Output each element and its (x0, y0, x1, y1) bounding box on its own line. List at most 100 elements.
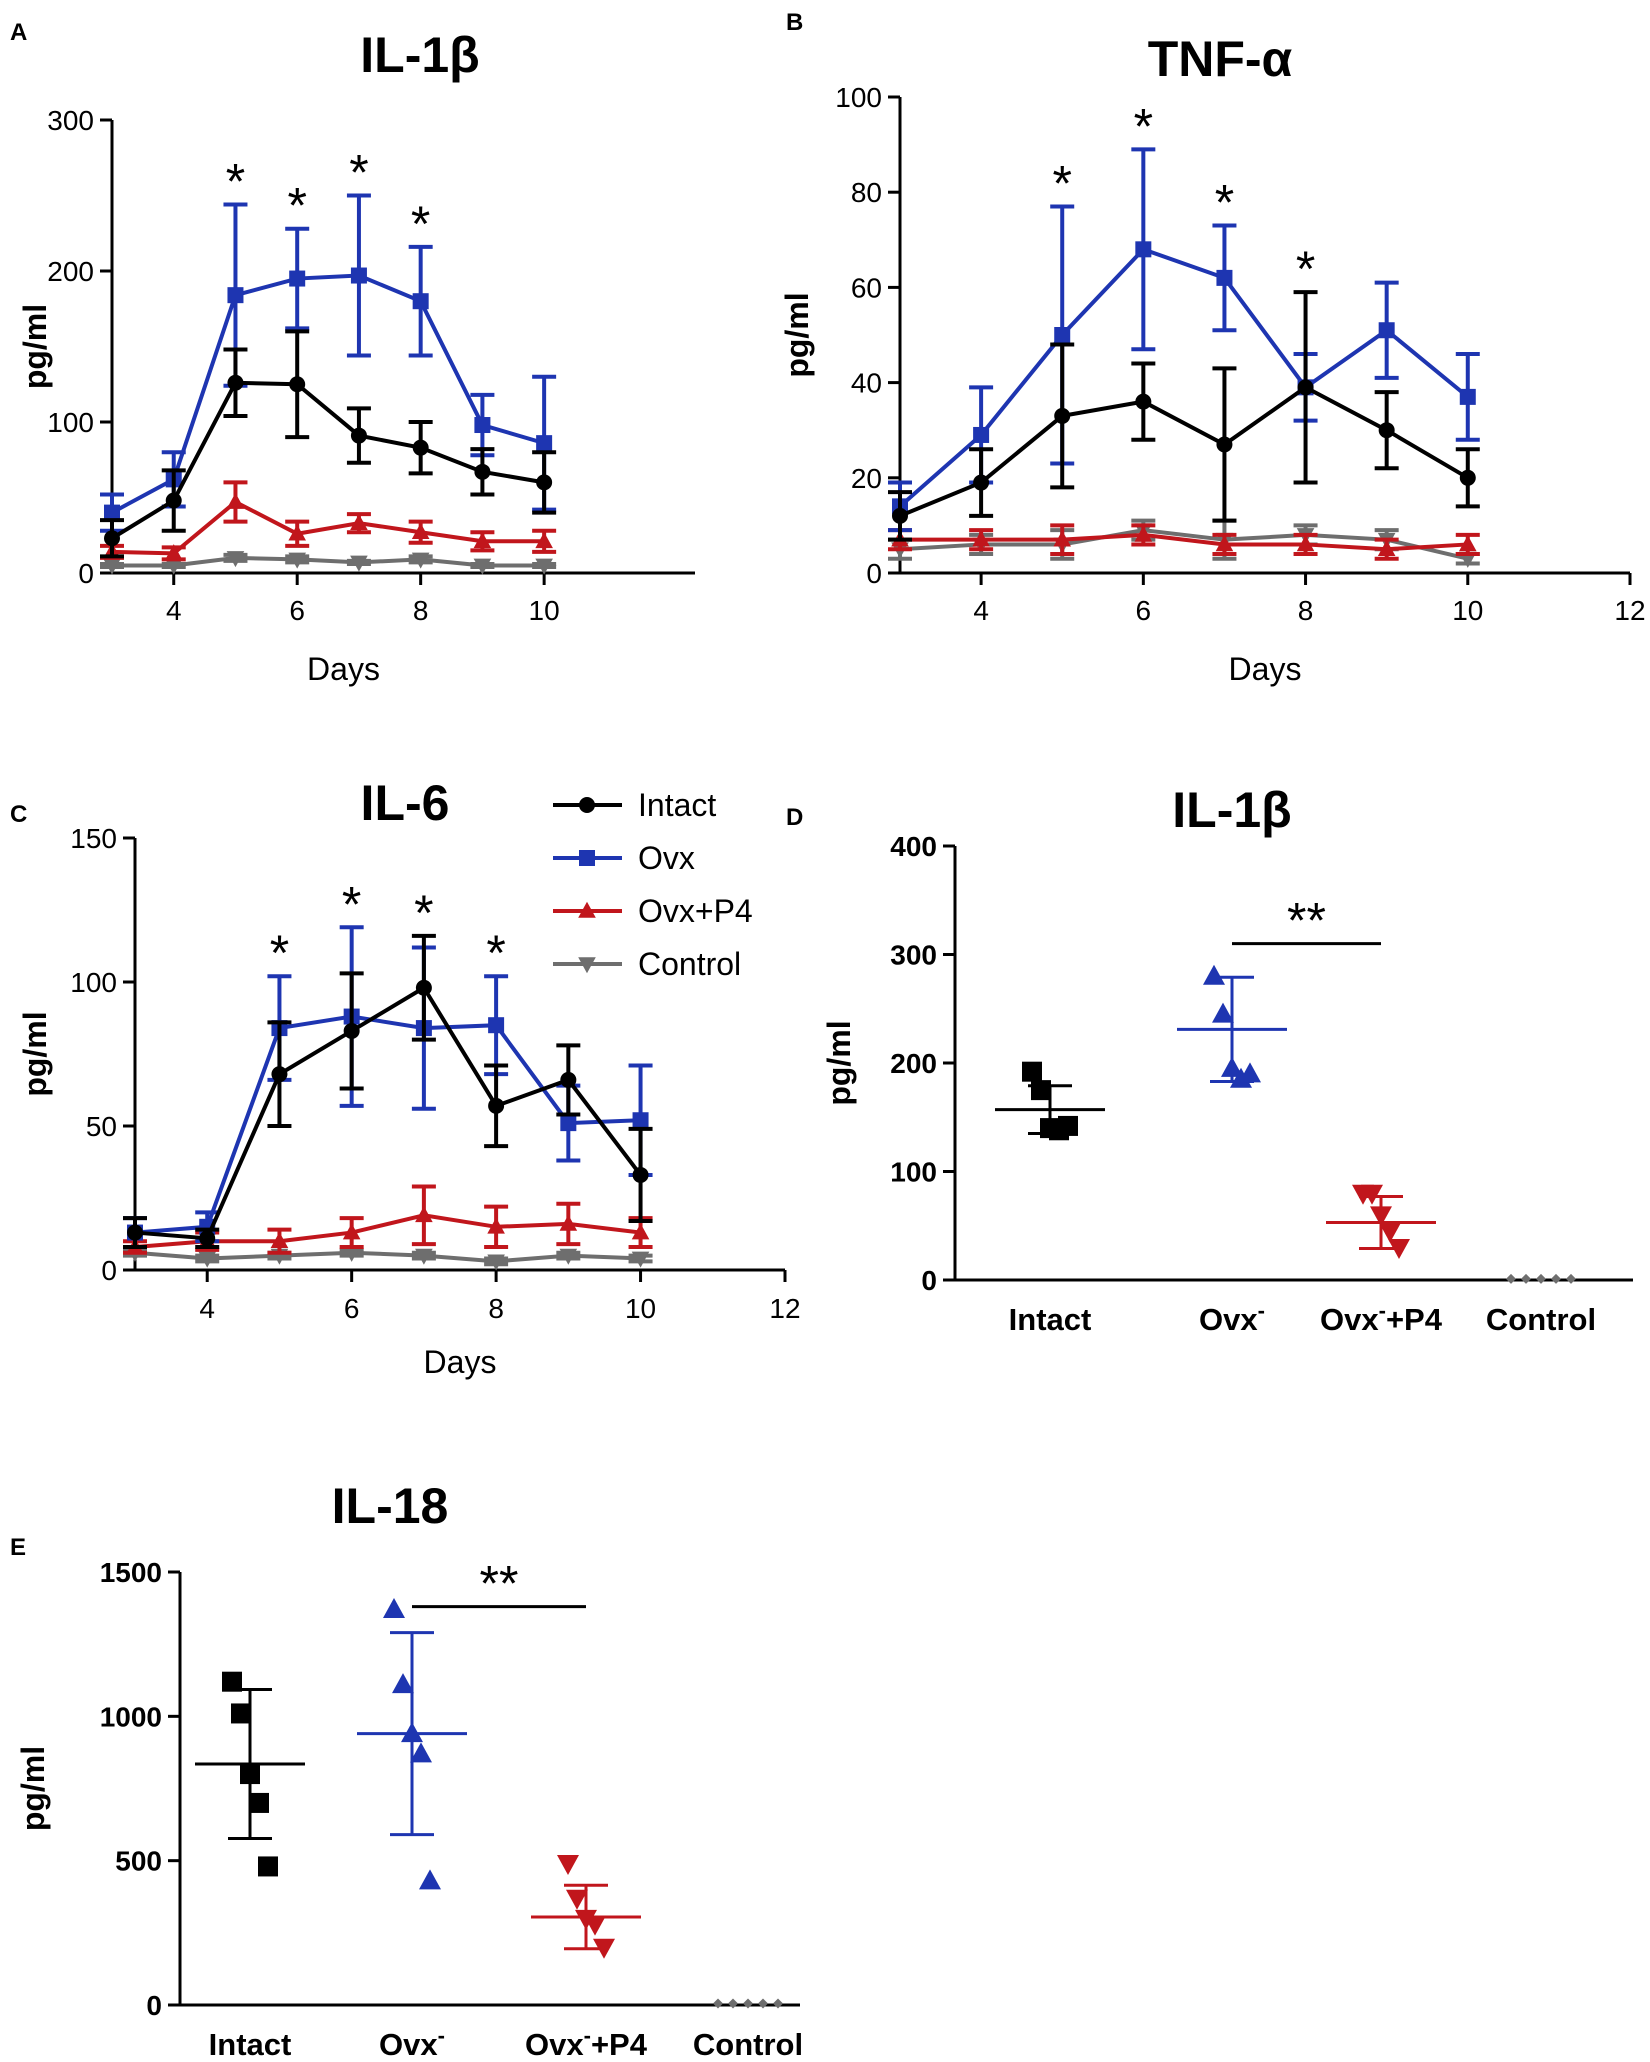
data-point-intact (1378, 422, 1395, 439)
data-point (222, 1671, 242, 1692)
data-point-control (350, 555, 368, 572)
y-tick-label: 150 (70, 823, 117, 854)
data-point-ovx (1054, 327, 1071, 343)
data-point-ovx-p4 (1053, 530, 1072, 547)
y-axis-label: pg/ml (15, 1746, 51, 1831)
data-point-ovx (536, 435, 553, 452)
x-category-label: Control (693, 2027, 803, 2062)
y-axis-label: pg/ml (821, 1020, 857, 1105)
x-tick-label: 12 (769, 1293, 800, 1324)
y-tick-label: 20 (851, 463, 882, 494)
data-point-intact (127, 1224, 143, 1241)
y-tick-label: 100 (835, 82, 882, 113)
data-point-intact (1459, 469, 1476, 486)
category-label-text: Ovx (1199, 1302, 1258, 1337)
data-point (1536, 1273, 1546, 1284)
data-point (713, 1998, 723, 2009)
data-point (249, 1792, 269, 1813)
x-tick-label: 4 (166, 595, 182, 626)
legend-item-control: Control (553, 946, 741, 982)
x-tick-label: 10 (529, 595, 560, 626)
group-ovx-p4 (531, 1855, 641, 1959)
data-point (1212, 1002, 1234, 1023)
significance-star: * (414, 885, 433, 941)
x-axis-label: Days (424, 1344, 497, 1380)
data-point (1506, 1273, 1516, 1284)
data-point (240, 1764, 260, 1785)
data-point-ovx (632, 1112, 649, 1129)
data-point-control (473, 558, 492, 575)
significance-stars: ** (1287, 893, 1326, 949)
x-tick-label: 12 (1614, 595, 1645, 626)
legend-marker (578, 957, 596, 974)
data-point (383, 1598, 405, 1619)
data-point-ovx (1378, 322, 1395, 339)
data-point-ovx-p4 (1134, 525, 1153, 542)
chart-title: IL-1β (360, 27, 479, 83)
data-point-intact (560, 1071, 577, 1088)
data-point-ovx-p4 (226, 492, 245, 509)
x-tick-label: 10 (625, 1293, 656, 1324)
data-point (773, 1998, 783, 2009)
x-tick-label: 8 (1298, 595, 1314, 626)
data-point (728, 1998, 738, 2009)
data-point-control (164, 558, 183, 575)
panel-letter: D (786, 804, 803, 831)
data-point-intact (1135, 393, 1152, 410)
data-point (1388, 1238, 1410, 1259)
data-point-intact (1216, 436, 1233, 453)
category-label-superscript: - (1258, 1298, 1265, 1323)
legend-label: Intact (638, 787, 716, 823)
group-control (713, 1998, 783, 2009)
category-label-text: Ovx (525, 2027, 584, 2062)
data-point-intact (474, 463, 491, 480)
category-label-text: Intact (1009, 1302, 1092, 1337)
x-axis-label: Days (307, 651, 380, 687)
y-tick-label: 0 (78, 558, 94, 589)
data-point-intact (536, 474, 553, 491)
data-point-ovx (104, 504, 120, 521)
y-tick-label: 200 (47, 256, 94, 287)
legend-label: Ovx (638, 840, 695, 876)
y-axis-label: pg/ml (17, 304, 53, 389)
data-point (1239, 1062, 1261, 1083)
y-axis-label: pg/ml (17, 1011, 53, 1096)
data-point-intact (350, 427, 367, 444)
data-point (401, 1722, 423, 1743)
x-axis-label: Days (1229, 651, 1302, 687)
data-point (1521, 1273, 1531, 1284)
y-tick-label: 0 (866, 558, 882, 589)
series-ovx (100, 193, 557, 533)
series-line-ovx-p4 (111, 499, 545, 556)
data-point (419, 1869, 441, 1890)
x-tick-label: 6 (289, 595, 305, 626)
data-point-ovx (1216, 269, 1233, 286)
series-intact (888, 290, 1480, 542)
x-tick-label: 4 (973, 595, 989, 626)
data-point-ovx (474, 417, 491, 434)
x-category-label: Ovx-+P4 (1320, 1298, 1443, 1337)
data-point (593, 1938, 615, 1959)
legend-label: Ovx+P4 (638, 893, 753, 929)
data-point (410, 1742, 432, 1763)
series-line-ovx (111, 273, 545, 515)
group-intact (195, 1671, 305, 1877)
data-point-ovx-p4 (631, 1223, 650, 1240)
data-point-control (226, 551, 245, 568)
significance-star: * (226, 154, 245, 210)
data-point (557, 1855, 579, 1876)
data-point-ovx (227, 287, 244, 304)
data-point-control (535, 558, 553, 575)
significance-star: * (349, 145, 368, 201)
data-point-ovx (1135, 241, 1152, 258)
significance-star: * (1052, 155, 1071, 211)
data-point-control (487, 1254, 505, 1271)
x-category-label: Ovx- (1199, 1298, 1265, 1337)
y-tick-label: 1500 (100, 1557, 162, 1588)
data-point-ovx-p4 (535, 532, 553, 549)
data-point-ovx-p4 (342, 1223, 361, 1240)
data-point-ovx (973, 426, 990, 443)
y-tick-label: 100 (70, 967, 117, 998)
series-line-ovx-p4 (134, 1213, 641, 1249)
group-ovx (357, 1598, 467, 1890)
